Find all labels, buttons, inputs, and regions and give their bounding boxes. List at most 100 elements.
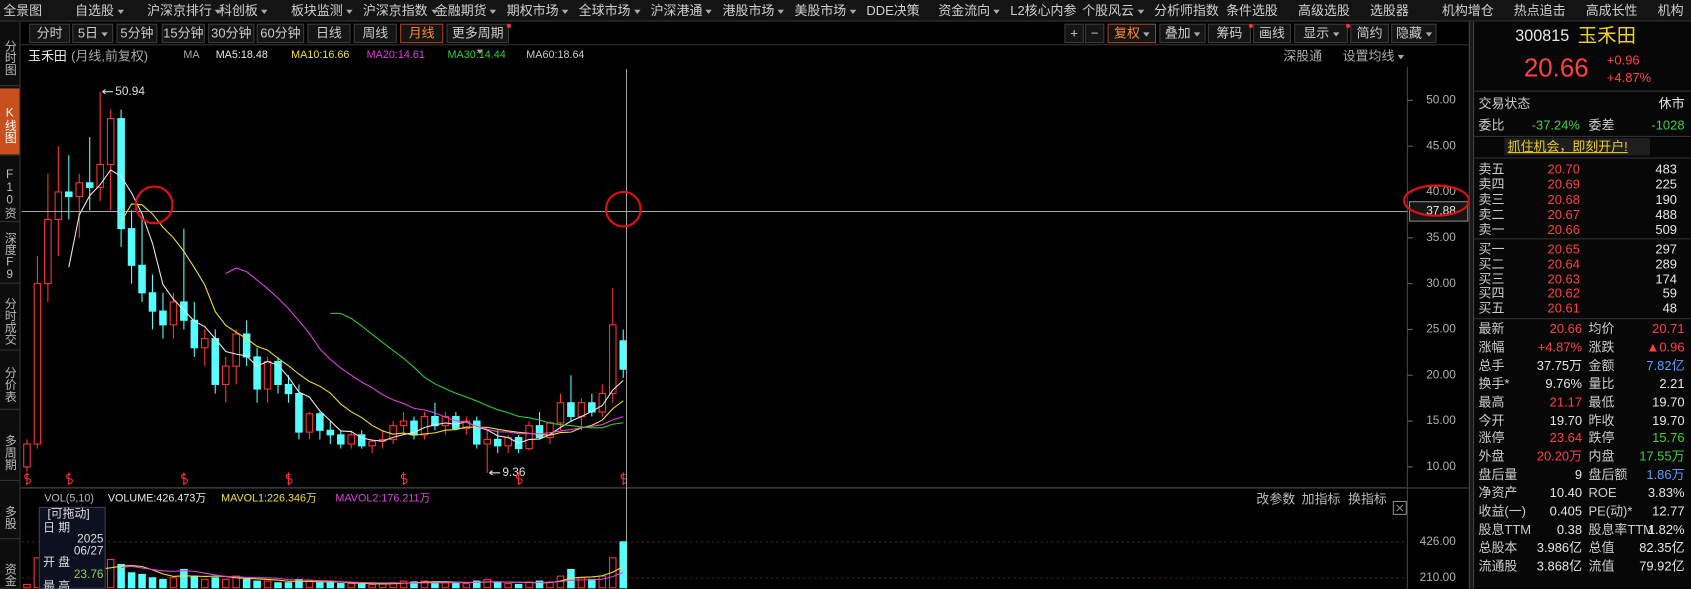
stat-label: 最高 <box>1478 394 1505 410</box>
menu-item[interactable]: 资金流向 <box>938 3 999 18</box>
volume-bar <box>535 580 544 589</box>
candle-body <box>263 360 272 390</box>
menu-item[interactable]: 港股市场 <box>723 3 784 18</box>
menu-item[interactable]: 沪深港通 <box>651 3 712 18</box>
toolbar-button[interactable]: 简约 <box>1350 23 1390 44</box>
ma-line <box>120 203 624 436</box>
stat-label: 最低 <box>1588 394 1615 410</box>
book-price: 20.63 <box>1547 271 1580 287</box>
toolbar-button[interactable]: 15分钟 <box>161 23 205 44</box>
toolbar-button[interactable]: 月线 <box>400 23 444 44</box>
toolbar-button[interactable]: 5日 <box>72 23 114 44</box>
stat-label: 涨幅 <box>1478 339 1505 355</box>
toolbar-button[interactable]: 叠加 <box>1159 23 1206 44</box>
toolbar-button[interactable]: + <box>1064 23 1084 44</box>
y-tick-label: 20.00 <box>1426 367 1456 381</box>
book-volume: 225 <box>1655 176 1677 192</box>
toolbar-button[interactable]: 5分钟 <box>116 23 158 44</box>
menu-item[interactable]: 全景图 <box>3 3 43 19</box>
volume-bar <box>253 580 261 589</box>
y-tick-label: 426.00 <box>1420 534 1457 548</box>
volume-bar <box>483 578 492 589</box>
stock-code: 300815 <box>1515 26 1570 45</box>
volume-bar <box>221 578 230 589</box>
y-tick-label: 50.00 <box>1426 92 1456 106</box>
close-indicator[interactable] <box>1392 500 1407 515</box>
menu-item[interactable]: 期权市场 <box>507 3 568 18</box>
chart-link[interactable]: 深股通 <box>1283 48 1323 64</box>
volume-bar <box>420 580 429 589</box>
volume-bar <box>211 577 220 589</box>
splitter[interactable] <box>1468 21 1475 589</box>
menu-item[interactable]: 高成长性 <box>1585 3 1638 19</box>
tooltip-row: 06/27 <box>73 544 104 558</box>
sidebar-tab[interactable]: K线图 <box>0 88 20 156</box>
menu-item[interactable]: 分析师指数 <box>1154 3 1219 19</box>
menu-item[interactable]: 沪深京排行 <box>147 3 221 18</box>
volume-bar <box>441 582 450 589</box>
menu-item[interactable]: 全球市场 <box>579 3 640 18</box>
book-volume: 488 <box>1655 207 1677 223</box>
menu-item[interactable]: 美股市场 <box>794 3 855 18</box>
candle-body <box>347 434 356 445</box>
toolbar-button[interactable]: 30分钟 <box>208 23 255 44</box>
toolbar-button[interactable]: 周线 <box>353 23 397 44</box>
indicator-link[interactable]: 加指标 <box>1301 491 1341 507</box>
toolbar-button[interactable]: − <box>1084 23 1105 44</box>
sidebar-tab[interactable]: 分时成交 <box>0 286 20 351</box>
toolbar-button[interactable]: 隐藏 <box>1391 23 1437 44</box>
menu-item[interactable]: 机构增仓 <box>1441 3 1494 19</box>
menu-item[interactable]: 自选股 <box>75 3 124 18</box>
sidebar-tab[interactable]: 资金 <box>0 555 20 589</box>
indicator-link[interactable]: 改参数 <box>1256 491 1296 507</box>
stat-label: 净资产 <box>1478 485 1518 501</box>
menu-item[interactable]: 板块监测 <box>291 3 352 18</box>
menu-item[interactable]: 科创板 <box>219 3 268 18</box>
sidebar-tab[interactable]: 多股 <box>0 491 20 540</box>
promo-link[interactable]: 抓住机会，即刻开户! <box>1507 139 1628 155</box>
signal-icon <box>24 472 32 486</box>
menu-item[interactable]: 机构 <box>1657 3 1684 19</box>
sidebar-tab[interactable]: 多周期 <box>0 418 20 481</box>
indicator-value: MAVOL1:226.346万 <box>221 492 317 505</box>
menu-item[interactable]: 金融期货 <box>435 3 496 18</box>
candle-body <box>577 402 586 418</box>
menu-item[interactable]: DDE决策 <box>866 3 920 19</box>
book-volume: 483 <box>1655 161 1677 177</box>
toolbar-button[interactable]: 筹码 <box>1207 23 1254 44</box>
menu-item[interactable]: 热点追击 <box>1513 3 1566 19</box>
toolbar-button[interactable]: 画线 <box>1253 23 1291 44</box>
stat-label: 股息TTM <box>1478 521 1532 537</box>
book-volume: 59 <box>1662 285 1677 301</box>
menu-item[interactable]: 沪深京指数 <box>363 3 437 18</box>
ma-value: MA30:14.44 <box>447 49 506 62</box>
indicator-link[interactable]: 换指标 <box>1348 491 1387 507</box>
menu-item[interactable]: 选股器 <box>1369 3 1409 19</box>
toolbar-button[interactable]: 复权 <box>1107 23 1157 44</box>
kline-chart: 50.0045.0040.0035.0030.0025.0020.0015.00… <box>21 66 1469 589</box>
toolbar-button[interactable]: 日线 <box>307 23 351 44</box>
menu-item[interactable]: 条件选股 <box>1226 3 1278 19</box>
sidebar-tab[interactable]: 分价表 <box>0 354 20 410</box>
stat-label: ROE <box>1588 485 1617 501</box>
menu-item[interactable]: 个股风云 <box>1082 3 1143 18</box>
extreme-arrow <box>489 470 501 476</box>
annotation-circle <box>1403 184 1469 217</box>
volume-bar <box>106 558 115 589</box>
toolbar-button[interactable]: 更多周期 <box>446 23 512 44</box>
tooltip[interactable] <box>38 506 106 589</box>
chart-link[interactable]: 设置均线 <box>1343 49 1404 64</box>
sidebar-tab[interactable]: 分时图 <box>0 24 20 87</box>
toolbar-button[interactable]: 60分钟 <box>256 23 305 44</box>
sidebar-tab[interactable]: F10资料 <box>0 160 20 223</box>
candle-body <box>242 333 251 358</box>
toolbar-button[interactable]: 分时 <box>29 23 71 44</box>
tooltip-row: 最 高 <box>43 579 71 589</box>
menu-item[interactable]: 高级选股 <box>1298 3 1350 19</box>
menu-item[interactable]: L2核心内参 <box>1010 3 1077 19</box>
toolbar-button[interactable]: 显示 <box>1294 23 1351 44</box>
candle-body <box>148 292 157 312</box>
signal-icon <box>66 472 73 486</box>
stat-label: 今开 <box>1478 412 1505 428</box>
sidebar-tab[interactable]: 深度F9 <box>0 224 20 284</box>
